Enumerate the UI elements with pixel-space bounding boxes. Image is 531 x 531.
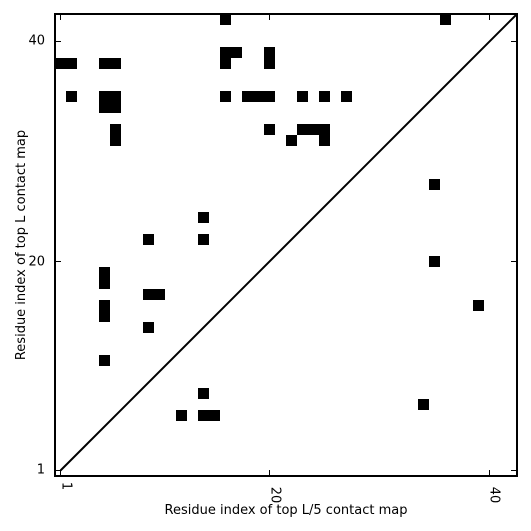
- x-axis-label: Residue index of top L/5 contact map: [165, 503, 408, 518]
- top-l-contact-cell: [220, 47, 231, 58]
- top-l-contact-cell: [253, 91, 264, 102]
- top-l-contact-cell: [99, 58, 110, 69]
- top-l5-contact-cell: [99, 278, 110, 289]
- top-l5-contact-cell: [198, 410, 209, 421]
- y-tick-label-20: 20: [28, 255, 45, 270]
- top-l-contact-cell: [110, 91, 121, 102]
- top-l5-contact-cell: [99, 355, 110, 366]
- top-l-contact-cell: [297, 91, 308, 102]
- top-l5-contact-cell: [99, 311, 110, 322]
- top-l-contact-cell: [198, 212, 209, 223]
- x-tick-label-20: 20: [268, 487, 283, 504]
- top-l-contact-cell: [198, 234, 209, 245]
- y-tick-label-40: 40: [28, 34, 45, 49]
- top-l5-contact-cell: [154, 289, 165, 300]
- top-l5-contact-cell: [143, 289, 154, 300]
- top-l-contact-cell: [110, 58, 121, 69]
- top-l5-contact-cell: [176, 410, 187, 421]
- top-l5-contact-cell: [198, 388, 209, 399]
- y-axis-label: Residue index of top L contact map: [14, 130, 29, 360]
- top-l-contact-cell: [220, 14, 231, 25]
- top-l-contact-cell: [66, 91, 77, 102]
- top-l-contact-cell: [55, 58, 66, 69]
- x-tick-label-1: 1: [59, 482, 74, 490]
- top-l5-contact-cell: [99, 300, 110, 311]
- top-l5-contact-cell: [99, 267, 110, 278]
- contact-cells: [55, 14, 484, 421]
- top-l-contact-cell: [341, 91, 352, 102]
- top-l-contact-cell: [264, 58, 275, 69]
- x-tick-label-40: 40: [487, 487, 502, 504]
- top-l-contact-cell: [66, 58, 77, 69]
- diagonal-line: [59, 13, 518, 472]
- top-l5-contact-cell: [209, 410, 220, 421]
- top-l-contact-cell: [99, 91, 110, 102]
- top-l-contact-cell: [429, 179, 440, 190]
- top-l-contact-cell: [220, 91, 231, 102]
- top-l-contact-cell: [429, 256, 440, 267]
- plot-frame: [54, 13, 518, 477]
- top-l-contact-cell: [110, 135, 121, 146]
- top-l-contact-cell: [143, 234, 154, 245]
- top-l-contact-cell: [319, 91, 330, 102]
- y-tick-label-1: 1: [37, 463, 45, 478]
- top-l-contact-cell: [110, 102, 121, 113]
- y-tick-labels: 40 20 1: [28, 34, 45, 478]
- top-l5-contact-cell: [418, 399, 429, 410]
- top-l-contact-cell: [308, 124, 319, 135]
- top-l-contact-cell: [110, 124, 121, 135]
- top-l-contact-cell: [220, 58, 231, 69]
- top-l-contact-cell: [440, 14, 451, 25]
- top-l-contact-cell: [242, 91, 253, 102]
- top-l-contact-cell: [319, 124, 330, 135]
- top-l5-contact-cell: [143, 322, 154, 333]
- top-l-contact-cell: [286, 135, 297, 146]
- top-l-contact-cell: [231, 47, 242, 58]
- top-l-contact-cell: [264, 124, 275, 135]
- top-l-contact-cell: [264, 91, 275, 102]
- x-tick-labels: 1 20 40: [59, 482, 502, 503]
- top-l-contact-cell: [319, 135, 330, 146]
- top-l-contact-cell: [264, 47, 275, 58]
- top-l5-contact-cell: [473, 300, 484, 311]
- top-l-contact-cell: [297, 124, 308, 135]
- top-l-contact-cell: [99, 102, 110, 113]
